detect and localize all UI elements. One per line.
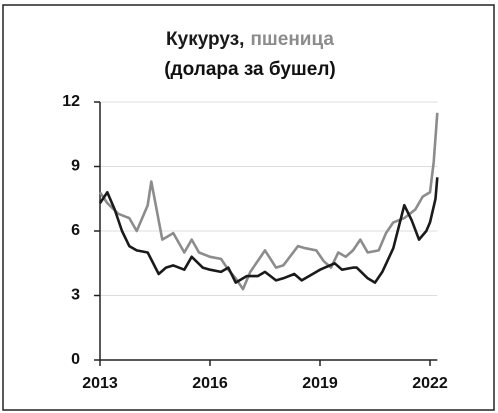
y-tick-label: 12: [62, 93, 80, 110]
x-tick-label: 2013: [82, 375, 118, 392]
x-tick-label: 2022: [412, 375, 448, 392]
legend-entry: Кукуруз,: [166, 29, 244, 50]
chart-title: Кукуруз, пшеница: [166, 29, 334, 50]
legend-entry: пшеница: [250, 29, 334, 50]
chart-subtitle: (долара за бушел): [164, 59, 336, 80]
y-tick-label: 9: [71, 158, 80, 175]
y-tick-label: 3: [71, 287, 80, 304]
series-line: [98, 112, 439, 291]
x-tick-label: 2016: [192, 375, 228, 392]
series-line: [98, 177, 439, 284]
y-tick-label: 6: [71, 222, 80, 239]
frame: [2, 4, 495, 411]
y-tick-label: 0: [71, 351, 80, 368]
x-tick-label: 2019: [302, 375, 338, 392]
